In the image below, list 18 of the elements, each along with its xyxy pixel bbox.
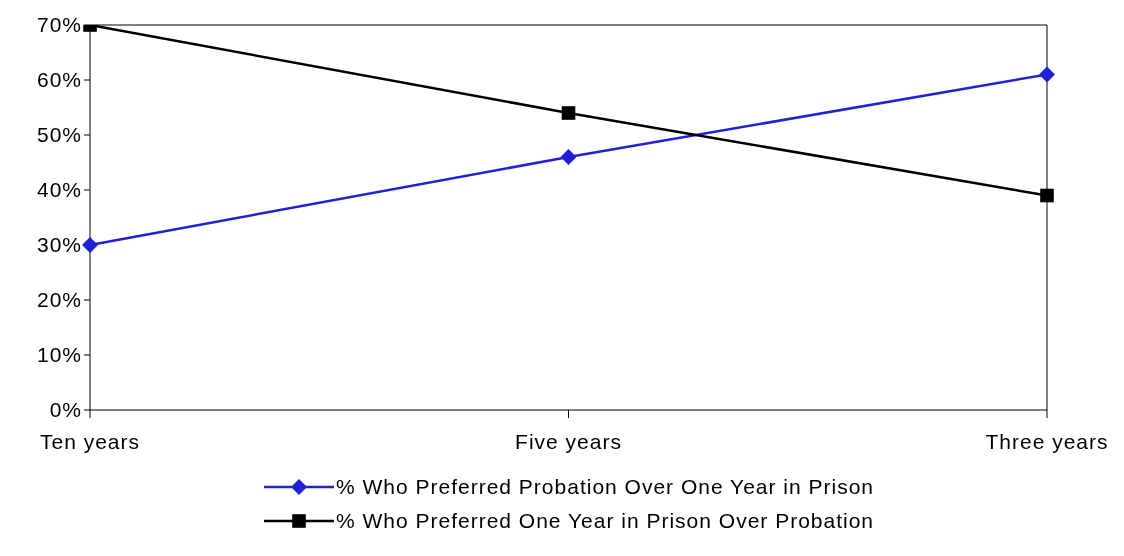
point xyxy=(561,106,576,120)
point xyxy=(82,237,98,253)
point xyxy=(1040,188,1054,203)
point xyxy=(560,149,577,165)
y-tick-label: 20% xyxy=(36,288,82,312)
point xyxy=(1039,66,1055,83)
y-tick-label: 30% xyxy=(36,233,82,257)
y-tick-label: 40% xyxy=(36,178,82,202)
y-tick-label: 70% xyxy=(36,13,82,37)
legend-label: % Who Preferred Probation Over One Year in Prison xyxy=(335,475,875,499)
x-tick-label: Ten years xyxy=(39,429,141,453)
x-tick-label: Three years xyxy=(985,429,1109,453)
y-tick-label: 50% xyxy=(36,123,82,147)
x-tick-label: Five years xyxy=(515,429,622,453)
y-tick-label: 10% xyxy=(36,343,82,367)
legend-label: % Who Preferred One Year in Prison Over Probation xyxy=(335,509,875,533)
y-tick-label: 60% xyxy=(36,68,82,92)
y-tick-label: 0% xyxy=(49,398,82,422)
